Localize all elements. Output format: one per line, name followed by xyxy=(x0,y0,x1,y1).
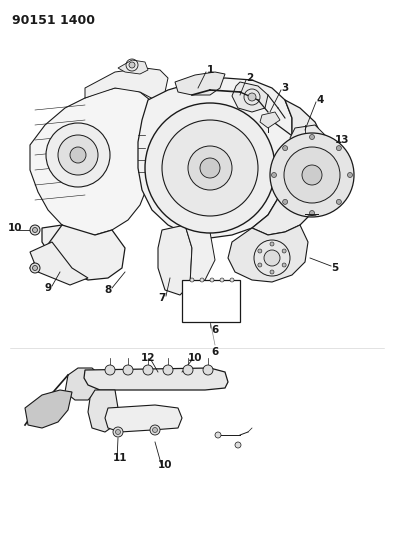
Polygon shape xyxy=(138,78,292,238)
Circle shape xyxy=(310,211,314,215)
Circle shape xyxy=(163,365,173,375)
Circle shape xyxy=(58,135,98,175)
Circle shape xyxy=(302,165,322,185)
Circle shape xyxy=(264,250,280,266)
Text: 2: 2 xyxy=(246,73,254,83)
Circle shape xyxy=(203,365,213,375)
FancyBboxPatch shape xyxy=(182,280,240,322)
Text: 7: 7 xyxy=(158,293,166,303)
Polygon shape xyxy=(25,390,72,428)
Circle shape xyxy=(32,228,37,232)
Polygon shape xyxy=(158,225,192,295)
Circle shape xyxy=(348,173,353,177)
Polygon shape xyxy=(85,68,168,100)
Text: 1: 1 xyxy=(206,65,214,75)
Polygon shape xyxy=(30,242,88,285)
Polygon shape xyxy=(42,225,125,280)
Circle shape xyxy=(220,278,224,282)
Circle shape xyxy=(30,263,40,273)
Circle shape xyxy=(271,173,277,177)
Text: 6: 6 xyxy=(211,347,219,357)
Text: 10: 10 xyxy=(8,223,22,233)
Circle shape xyxy=(30,225,40,235)
Text: 6: 6 xyxy=(211,325,219,335)
Polygon shape xyxy=(252,100,328,235)
Circle shape xyxy=(248,93,256,101)
Circle shape xyxy=(258,249,262,253)
Text: 4: 4 xyxy=(316,95,324,105)
Circle shape xyxy=(162,120,258,216)
Circle shape xyxy=(129,62,135,68)
Polygon shape xyxy=(232,82,268,112)
Circle shape xyxy=(270,242,274,246)
Polygon shape xyxy=(88,390,118,432)
Text: 3: 3 xyxy=(281,83,289,93)
Text: 9: 9 xyxy=(45,283,52,293)
Text: 8: 8 xyxy=(104,285,112,295)
Circle shape xyxy=(123,365,133,375)
Circle shape xyxy=(46,123,110,187)
Polygon shape xyxy=(185,225,215,285)
Polygon shape xyxy=(105,405,182,432)
Circle shape xyxy=(113,427,123,437)
Circle shape xyxy=(282,146,288,151)
Circle shape xyxy=(230,278,234,282)
Polygon shape xyxy=(315,145,348,175)
Polygon shape xyxy=(175,72,225,95)
Circle shape xyxy=(258,263,262,267)
Text: 12: 12 xyxy=(141,353,155,363)
Polygon shape xyxy=(290,125,325,152)
Circle shape xyxy=(152,427,158,432)
Circle shape xyxy=(188,146,232,190)
Text: 11: 11 xyxy=(113,453,127,463)
Polygon shape xyxy=(30,88,155,235)
Circle shape xyxy=(215,432,221,438)
Circle shape xyxy=(210,278,214,282)
Circle shape xyxy=(105,365,115,375)
Circle shape xyxy=(282,263,286,267)
Text: 10: 10 xyxy=(188,353,202,363)
Circle shape xyxy=(70,147,86,163)
Circle shape xyxy=(190,278,194,282)
Text: 10: 10 xyxy=(158,460,172,470)
Circle shape xyxy=(336,146,341,151)
Circle shape xyxy=(235,442,241,448)
Circle shape xyxy=(284,147,340,203)
Polygon shape xyxy=(84,368,228,390)
Circle shape xyxy=(143,365,153,375)
Circle shape xyxy=(270,133,354,217)
Circle shape xyxy=(145,103,275,233)
Circle shape xyxy=(270,270,274,274)
Text: 90151 1400: 90151 1400 xyxy=(12,14,95,27)
Polygon shape xyxy=(260,112,280,128)
Circle shape xyxy=(200,158,220,178)
Circle shape xyxy=(282,199,288,204)
Circle shape xyxy=(115,430,121,434)
Circle shape xyxy=(32,265,37,271)
Polygon shape xyxy=(228,225,308,282)
Circle shape xyxy=(183,365,193,375)
Circle shape xyxy=(310,134,314,140)
Circle shape xyxy=(336,199,341,204)
Polygon shape xyxy=(118,60,148,74)
Text: 13: 13 xyxy=(335,135,349,145)
Text: 5: 5 xyxy=(331,263,338,273)
Circle shape xyxy=(282,249,286,253)
Circle shape xyxy=(200,278,204,282)
Circle shape xyxy=(150,425,160,435)
Polygon shape xyxy=(65,368,100,400)
